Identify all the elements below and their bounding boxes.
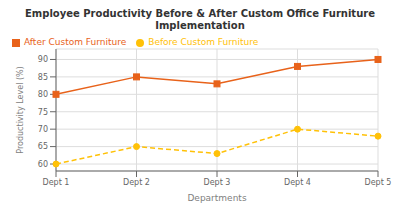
svg-text:Departments: Departments bbox=[187, 193, 246, 203]
svg-text:85: 85 bbox=[38, 73, 48, 82]
html-text:Employee Productivity Before &: Employee Productivity Before & After Cus… bbox=[25, 8, 375, 31]
svg-text:80: 80 bbox=[38, 90, 48, 99]
html-text:After Custom Furniture: After Custom Furniture bbox=[24, 37, 127, 47]
svg-text:75: 75 bbox=[38, 108, 48, 117]
svg-text:60: 60 bbox=[38, 160, 48, 169]
svg-text:Dept 4: Dept 4 bbox=[284, 178, 311, 187]
svg-text:Dept 5: Dept 5 bbox=[365, 178, 392, 187]
svg-text:65: 65 bbox=[38, 142, 48, 151]
svg-text:90: 90 bbox=[38, 55, 48, 64]
svg-text:70: 70 bbox=[38, 125, 48, 134]
svg-text:Dept 2: Dept 2 bbox=[123, 178, 150, 187]
svg-text:Dept 3: Dept 3 bbox=[204, 178, 231, 187]
svg-text:Productivity Level (%): Productivity Level (%) bbox=[16, 66, 25, 153]
html-text:Before Custom Furniture: Before Custom Furniture bbox=[148, 37, 259, 47]
svg-text:Dept 1: Dept 1 bbox=[43, 178, 70, 187]
